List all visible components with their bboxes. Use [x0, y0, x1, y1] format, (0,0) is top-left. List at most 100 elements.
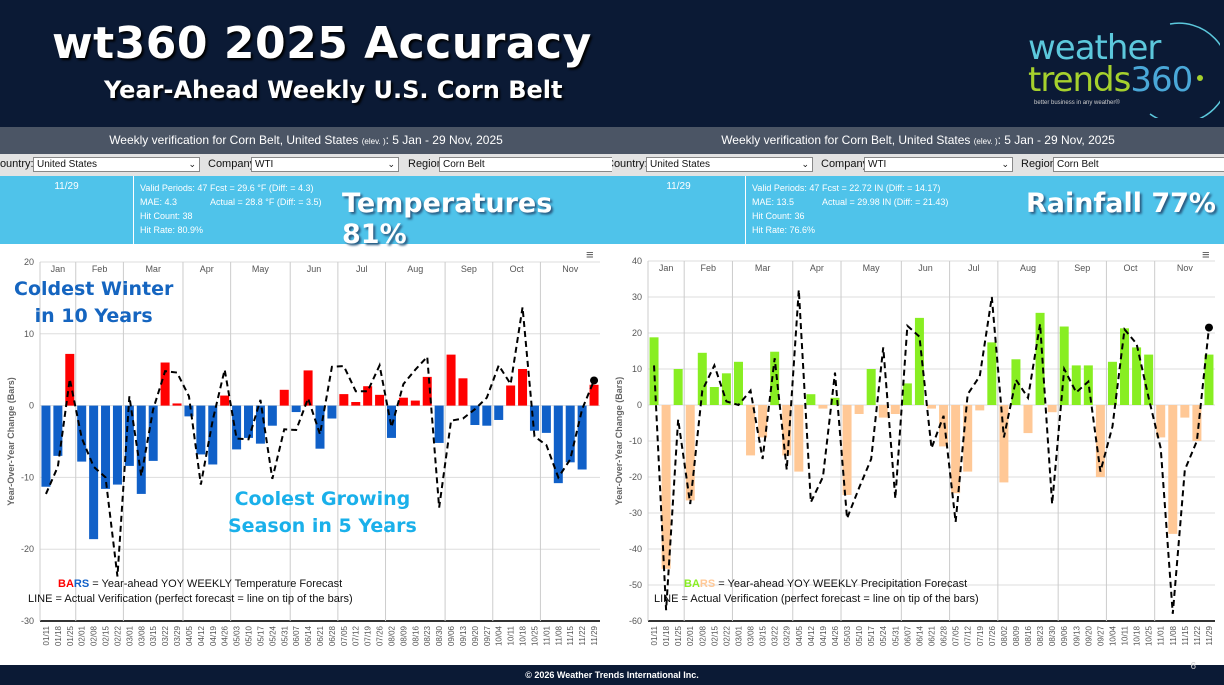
company-select[interactable]: WTI ⌄ [864, 157, 1013, 172]
forecast-bar [1011, 359, 1021, 405]
stats-totals: Fcst = 29.6 °F (Diff: = 4.3) Actual = 28.… [210, 183, 322, 207]
x-tick-label: 06/21 [316, 625, 325, 646]
stats-metrics: Valid Periods: 47 MAE: 13.5 Hit Count: 36 H… [752, 183, 820, 235]
weathertrends360-logo: weather trends360 better business in any… [1020, 18, 1220, 118]
forecast-bar [565, 405, 575, 463]
x-tick-label: 05/03 [233, 625, 242, 646]
forecast-bar [589, 384, 599, 406]
chart-legend: BARS = Year-ahead YOY WEEKLY Precipitati… [654, 578, 979, 605]
x-tick-label: 11/01 [542, 625, 551, 645]
x-tick-label: 11/22 [578, 625, 587, 645]
x-tick-label: 11/01 [1157, 625, 1166, 645]
x-tick-label: 02/08 [698, 625, 707, 646]
forecast-bar [112, 405, 122, 485]
month-label: Apr [200, 264, 214, 274]
forecast-bar [1156, 405, 1166, 438]
x-tick-label: 10/18 [1133, 625, 1142, 646]
x-tick-label: 06/21 [928, 625, 937, 646]
stats-date: 11/29 [666, 181, 691, 192]
month-label: May [252, 264, 270, 274]
rainfall-panel: Weekly verification for Corn Belt, Unite… [612, 127, 1224, 665]
x-tick-label: 11/29 [590, 625, 599, 645]
stats-date: 11/29 [54, 181, 79, 192]
x-tick-label: 09/06 [447, 625, 456, 646]
forecast-bar [398, 397, 408, 406]
country-select[interactable]: United States ⌄ [646, 157, 813, 172]
forecast-bar [232, 405, 242, 450]
forecast-bar [999, 405, 1009, 483]
forecast-bar [1071, 365, 1081, 405]
forecast-bar [709, 387, 719, 405]
x-tick-label: 08/02 [387, 625, 396, 646]
forecast-bar [422, 376, 432, 406]
x-tick-label: 04/19 [819, 625, 828, 646]
y-tick-label: -50 [629, 580, 642, 590]
x-tick-label: 09/27 [483, 625, 492, 646]
x-tick-label: 05/10 [855, 625, 864, 646]
x-tick-label: 01/18 [662, 625, 671, 646]
country-label: Country: [0, 158, 34, 170]
actual-verification-line [45, 307, 595, 577]
forecast-bar [375, 394, 385, 406]
forecast-bar [458, 378, 468, 406]
country-select[interactable]: United States ⌄ [33, 157, 200, 172]
y-tick-label: 30 [632, 292, 642, 302]
chart-menu-icon[interactable]: ≡ [1202, 247, 1210, 262]
divider [745, 176, 746, 244]
forecast-bar [470, 405, 480, 425]
region-input[interactable]: Corn Belt [439, 157, 612, 172]
forecast-bar [1083, 365, 1093, 405]
forecast-bar [494, 405, 504, 420]
x-tick-label: 02/22 [113, 625, 122, 646]
month-label: Feb [92, 264, 108, 274]
chevron-down-icon: ⌄ [801, 159, 809, 169]
x-tick-label: 10/11 [1121, 625, 1130, 645]
slide-title: wt360 2025 Accuracy [52, 18, 592, 69]
month-label: Jul [968, 263, 980, 273]
chart-menu-icon[interactable]: ≡ [586, 247, 594, 262]
forecast-bar [963, 405, 973, 472]
month-label: Apr [810, 263, 824, 273]
forecast-bar [951, 405, 961, 494]
forecast-bar [1107, 361, 1117, 405]
forecast-bar [1132, 347, 1142, 405]
forecast-bar [267, 405, 277, 426]
forecast-bar [1047, 405, 1057, 413]
forecast-bar [1168, 405, 1178, 534]
forecast-bar [721, 373, 731, 405]
forecast-bar [363, 386, 373, 406]
forecast-bar [65, 353, 75, 406]
forecast-bar [482, 405, 492, 426]
y-tick-label: 20 [632, 328, 642, 338]
x-tick-label: 03/15 [759, 625, 768, 646]
chevron-down-icon: ⌄ [387, 159, 395, 169]
x-tick-label: 04/05 [185, 625, 194, 646]
x-tick-label: 08/16 [411, 625, 420, 646]
x-tick-label: 08/23 [423, 625, 432, 646]
x-tick-label: 02/01 [686, 625, 695, 646]
company-label: Company: [208, 158, 259, 170]
x-tick-label: 02/22 [722, 625, 731, 646]
forecast-bar [351, 402, 361, 406]
x-tick-label: 03/08 [137, 625, 146, 646]
forecast-bar [902, 383, 912, 405]
filter-row: Country: United States⌄ Company: WTI⌄ Re… [0, 154, 612, 176]
divider [133, 176, 134, 244]
forecast-bar [506, 385, 516, 406]
x-tick-label: 05/10 [245, 625, 254, 646]
forecast-bar [124, 405, 134, 466]
x-tick-label: 06/14 [915, 625, 924, 646]
y-tick-label: -20 [629, 472, 642, 482]
x-tick-label: 05/24 [879, 625, 888, 646]
x-tick-label: 03/22 [161, 625, 170, 646]
x-tick-label: 02/08 [90, 625, 99, 646]
x-tick-label: 09/20 [1084, 625, 1093, 646]
forecast-bar [782, 405, 792, 456]
footer-copyright: © 2026 Weather Trends International Inc. [0, 665, 1224, 685]
x-tick-label: 09/13 [459, 625, 468, 646]
forecast-bar [89, 405, 99, 540]
stats-panel: 11/29 Valid Periods: 47 MAE: 4.3 Hit Count… [0, 176, 612, 250]
company-select[interactable]: WTI ⌄ [251, 157, 399, 172]
forecast-bar [518, 368, 528, 406]
region-input[interactable]: Corn Belt [1053, 157, 1224, 172]
